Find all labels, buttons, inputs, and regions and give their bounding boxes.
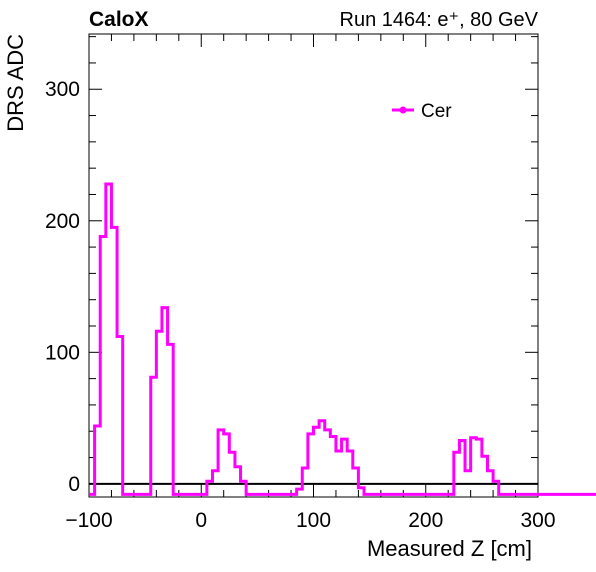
- legend-swatch-marker: [399, 106, 407, 114]
- y-tick-label: 300: [45, 78, 80, 101]
- collaboration-label: CaloX: [89, 8, 149, 31]
- y-axis-label: DRS ADC: [3, 34, 28, 132]
- y-tick-label: 200: [45, 210, 80, 233]
- y-tick-labels: 0 100 200 300: [45, 78, 80, 496]
- x-tick-label: 100: [296, 509, 331, 532]
- legend: Cer: [392, 101, 452, 122]
- x-tick-label: 300: [520, 509, 555, 532]
- x-tick-label: 0: [195, 509, 207, 532]
- x-tick-label: −100: [65, 509, 112, 532]
- plot-area: [88, 33, 596, 498]
- run-info-label: Run 1464: e⁺, 80 GeV: [340, 9, 539, 31]
- axis-ticks: [88, 34, 539, 497]
- x-tick-label: 200: [408, 509, 443, 532]
- x-axis-label: Measured Z [cm]: [367, 536, 532, 561]
- legend-label-cer: Cer: [421, 101, 452, 122]
- y-tick-label: 0: [68, 473, 80, 496]
- x-tick-labels: −100 0 100 200 300: [65, 509, 555, 532]
- series-cer-line: [89, 182, 596, 496]
- y-tick-label: 100: [45, 341, 80, 364]
